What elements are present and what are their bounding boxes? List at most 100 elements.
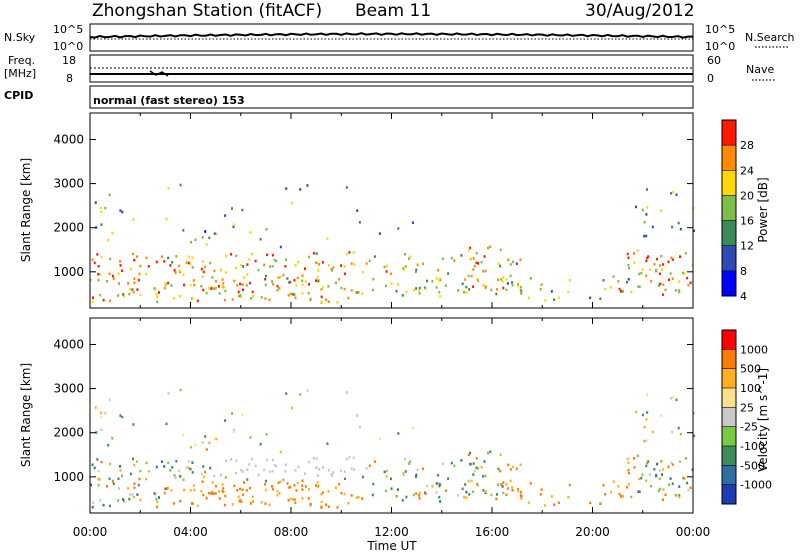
power-cell	[108, 299, 111, 303]
velocity-cell	[137, 483, 140, 487]
velocity-cell	[411, 426, 414, 429]
power-cell	[111, 231, 114, 235]
velocity-cell	[502, 481, 505, 484]
velocity-cell	[237, 495, 240, 499]
velocity-cell	[179, 474, 182, 478]
velocity-cell	[285, 463, 288, 466]
velocity-cell	[678, 495, 681, 499]
power-cell	[361, 292, 364, 295]
velocity-cell	[294, 469, 297, 472]
power-cell	[276, 288, 279, 292]
velocity-cell	[347, 501, 350, 505]
velocity-cell	[477, 467, 480, 470]
velocity-cell	[235, 459, 238, 463]
velocity-cell	[472, 473, 475, 476]
velocity-cell	[98, 478, 101, 481]
power-cell	[645, 234, 648, 238]
power-cell	[511, 284, 514, 287]
velocity-cell	[133, 482, 136, 485]
beam-label: Beam 11	[355, 1, 431, 21]
y-tick-label: 2000	[53, 221, 84, 235]
power-cell	[167, 256, 170, 260]
velocity-cell	[404, 470, 407, 473]
velocity-cell	[396, 488, 399, 491]
velocity-cell	[259, 442, 262, 446]
velocity-cell	[340, 469, 343, 472]
power-cell	[221, 284, 224, 288]
power-cell	[257, 268, 260, 272]
velocity-cell	[225, 459, 228, 463]
power-cell	[686, 276, 689, 280]
velocity-cell	[231, 503, 234, 506]
velocity-cell	[315, 457, 318, 460]
power-cell	[467, 274, 470, 278]
colorbar-swatch	[722, 170, 736, 196]
power-cell	[626, 280, 629, 284]
power-cell	[295, 284, 298, 287]
velocity-cell	[241, 488, 244, 492]
power-cell	[418, 289, 421, 292]
velocity-cell	[205, 496, 208, 500]
velocity-cell	[659, 487, 662, 491]
power-cell	[264, 277, 267, 281]
power-cell	[630, 290, 633, 294]
velocity-cell	[315, 466, 318, 470]
velocity-cell	[230, 458, 233, 461]
nsearch-label: N.Search	[745, 31, 795, 44]
velocity-cell	[497, 467, 500, 471]
velocity-cell	[296, 481, 299, 485]
power-cell	[145, 272, 148, 276]
power-cell	[499, 264, 502, 268]
power-cell	[662, 263, 665, 266]
power-cell	[544, 299, 547, 302]
velocity-cell	[251, 500, 254, 503]
velocity-cell	[426, 484, 429, 488]
velocity-cell	[628, 471, 631, 475]
velocity-cell	[119, 469, 122, 472]
velocity-cell	[332, 471, 335, 474]
power-cell	[183, 283, 186, 287]
power-cell	[477, 279, 480, 282]
velocity-cell	[156, 505, 159, 509]
power-cell	[469, 257, 472, 261]
power-cell	[365, 262, 368, 265]
power-cell	[397, 227, 400, 230]
power-cell	[416, 263, 419, 267]
power-cell	[539, 288, 542, 291]
velocity-cell	[121, 474, 124, 478]
power-cell	[640, 271, 643, 275]
power-cell	[187, 261, 190, 265]
power-cell	[489, 245, 492, 248]
cpid-strip-frame	[89, 85, 694, 109]
power-cell	[202, 288, 205, 292]
velocity-cell	[404, 458, 407, 461]
velocity-cell	[355, 496, 358, 499]
power-cell	[404, 253, 407, 256]
power-cell	[137, 278, 140, 282]
power-cell	[172, 297, 175, 300]
power-cell	[106, 280, 109, 283]
velocity-cell	[678, 485, 681, 488]
power-cell	[249, 297, 252, 300]
power-cell	[633, 261, 636, 264]
velocity-cell	[604, 492, 607, 496]
velocity-cell	[317, 484, 320, 487]
power-cell	[350, 289, 353, 292]
velocity-cell	[646, 393, 649, 396]
power-cell	[645, 274, 648, 278]
power-cell	[320, 300, 323, 304]
velocity-cell	[401, 499, 404, 502]
velocity-cell	[431, 485, 434, 488]
velocity-cell	[294, 501, 297, 505]
power-cell	[299, 188, 302, 191]
velocity-cell	[599, 502, 602, 505]
velocity-cell	[304, 472, 307, 475]
velocity-cell	[190, 445, 193, 449]
power-cell	[224, 214, 227, 217]
power-cell	[402, 268, 405, 272]
velocity-cell	[95, 431, 98, 434]
velocity-cell	[260, 501, 263, 504]
power-cell	[345, 186, 348, 189]
velocity-cell	[662, 488, 665, 491]
power-cell	[209, 261, 212, 265]
